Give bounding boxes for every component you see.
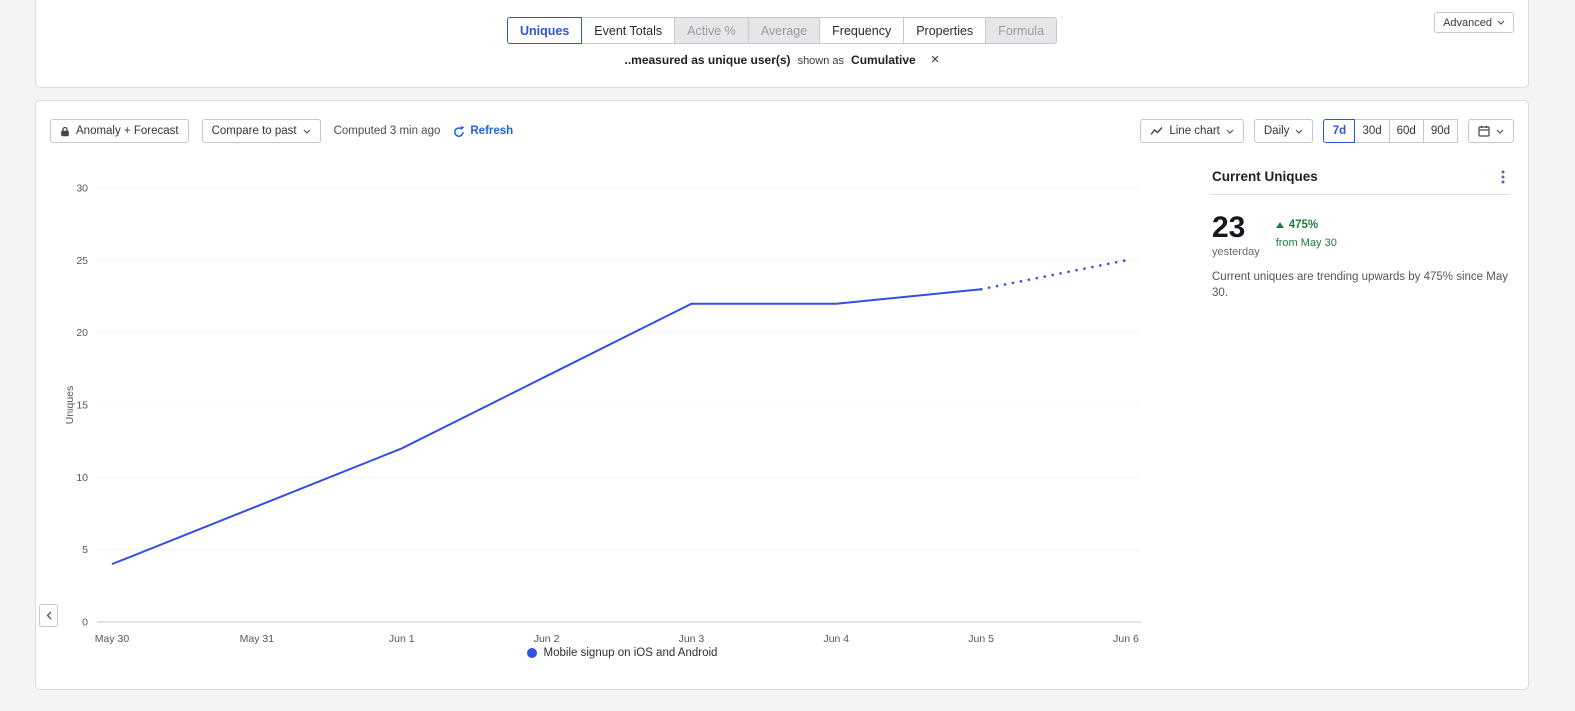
calendar-icon xyxy=(1478,125,1490,137)
current-uniques-panel: Current Uniques 23 yesterday 475% from M… xyxy=(1210,163,1510,301)
side-panel-title: Current Uniques xyxy=(1212,169,1318,184)
tab-event-totals[interactable]: Event Totals xyxy=(581,17,676,44)
kebab-menu-icon[interactable] xyxy=(1498,170,1508,184)
svg-text:Jun 6: Jun 6 xyxy=(1113,633,1139,645)
uniques-line-chart[interactable]: 0 5 10 15 20 25 30 May 30 May 31 Jun 1 Jun 2 Jun 3 J… xyxy=(64,157,1186,649)
svg-text:20: 20 xyxy=(76,327,88,339)
svg-text:10: 10 xyxy=(76,472,88,484)
chart-area: 0 5 10 15 20 25 30 May 30 May 31 Jun 1 Jun 2 Jun 3 J… xyxy=(64,157,1186,649)
chevron-down-icon xyxy=(1497,20,1505,25)
shown-as-text: shown as xyxy=(797,55,845,67)
close-icon[interactable]: × xyxy=(930,51,940,68)
range-90d-button[interactable]: 90d xyxy=(1422,119,1458,143)
anomaly-forecast-label: Anomaly + Forecast xyxy=(76,125,179,137)
chart-toolbar: Anomaly + Forecast Compare to past Compu… xyxy=(50,118,1514,144)
delta-percent: 475% xyxy=(1288,219,1319,231)
tab-average: Average xyxy=(747,17,821,44)
svg-text:Jun 5: Jun 5 xyxy=(968,633,994,645)
svg-text:Jun 1: Jun 1 xyxy=(389,633,415,645)
scroll-left-button[interactable] xyxy=(39,604,58,627)
compare-to-past-label: Compare to past xyxy=(211,125,297,137)
svg-text:25: 25 xyxy=(76,255,88,267)
toolbar-right: Line chart Daily 7d 30d 60d 90d xyxy=(1140,119,1514,143)
advanced-label: Advanced xyxy=(1443,16,1492,29)
refresh-label: Refresh xyxy=(470,125,514,137)
svg-text:15: 15 xyxy=(76,400,88,412)
side-panel-header: Current Uniques xyxy=(1210,163,1510,195)
chevron-left-icon xyxy=(46,611,51,620)
range-60d-button[interactable]: 60d xyxy=(1388,119,1424,143)
svg-text:0: 0 xyxy=(82,617,88,629)
toolbar-left: Anomaly + Forecast Compare to past Compu… xyxy=(50,119,513,143)
date-range-group: 7d 30d 60d 90d xyxy=(1323,119,1458,143)
chevron-down-icon xyxy=(1226,129,1234,134)
computed-timestamp: Computed 3 min ago xyxy=(333,125,441,137)
line-chart-icon xyxy=(1150,127,1163,135)
current-value-caption: yesterday xyxy=(1212,246,1260,258)
svg-text:Uniques: Uniques xyxy=(66,386,76,425)
svg-text:30: 30 xyxy=(76,183,88,195)
svg-text:Jun 4: Jun 4 xyxy=(823,633,849,645)
granularity-label: Daily xyxy=(1263,125,1290,137)
range-7d-button[interactable]: 7d xyxy=(1323,119,1356,143)
chart-type-button[interactable]: Line chart xyxy=(1140,119,1244,143)
tab-uniques[interactable]: Uniques xyxy=(506,17,583,44)
trend-description: Current uniques are trending upwards by … xyxy=(1212,271,1508,299)
measurement-subtitle: ..measured as unique user(s) shown as Cu… xyxy=(36,51,1528,68)
refresh-button[interactable]: Refresh xyxy=(453,125,513,138)
svg-text:Jun 2: Jun 2 xyxy=(534,633,560,645)
legend-series-label[interactable]: Mobile signup on iOS and Android xyxy=(543,647,718,659)
chevron-down-icon xyxy=(1496,129,1504,134)
side-panel-stats: 23 yesterday 475% from May 30 xyxy=(1210,195,1510,259)
range-30d-button[interactable]: 30d xyxy=(1354,119,1390,143)
legend-series-dot xyxy=(526,648,537,658)
tab-properties[interactable]: Properties xyxy=(903,17,987,44)
trend-up-icon xyxy=(1275,222,1284,228)
metric-tabs: Uniques Event Totals Active % Average Fr… xyxy=(506,17,1058,44)
chevron-down-icon xyxy=(303,129,311,134)
svg-text:May 31: May 31 xyxy=(240,633,275,645)
measured-as-text: ..measured as unique user(s) xyxy=(624,53,791,67)
advanced-button[interactable]: Advanced xyxy=(1434,12,1514,33)
tab-frequency[interactable]: Frequency xyxy=(819,17,905,44)
granularity-button[interactable]: Daily xyxy=(1253,119,1314,143)
svg-text:Jun 3: Jun 3 xyxy=(679,633,705,645)
chart-type-label: Line chart xyxy=(1169,125,1220,137)
delta-caption: from May 30 xyxy=(1275,237,1337,249)
metric-type-panel: Uniques Event Totals Active % Average Fr… xyxy=(35,0,1529,88)
delta-block: 475% from May 30 xyxy=(1275,213,1337,249)
chart-panel: Anomaly + Forecast Compare to past Compu… xyxy=(35,100,1529,690)
lock-icon xyxy=(61,126,69,136)
date-picker-button[interactable] xyxy=(1468,119,1514,143)
chevron-down-icon xyxy=(1296,129,1303,134)
current-value: 23 xyxy=(1212,211,1246,244)
current-value-block: 23 yesterday xyxy=(1212,211,1260,259)
refresh-icon xyxy=(454,125,465,137)
compare-to-past-button[interactable]: Compare to past xyxy=(201,119,321,143)
anomaly-forecast-button[interactable]: Anomaly + Forecast xyxy=(50,119,189,143)
chart-legend: Mobile signup on iOS and Android xyxy=(36,647,1208,659)
tab-formula: Formula xyxy=(985,17,1058,44)
tab-active-pct: Active % xyxy=(674,17,749,44)
svg-text:5: 5 xyxy=(82,544,88,556)
cumulative-toggle[interactable]: Cumulative xyxy=(851,53,916,67)
svg-text:May 30: May 30 xyxy=(95,633,130,645)
